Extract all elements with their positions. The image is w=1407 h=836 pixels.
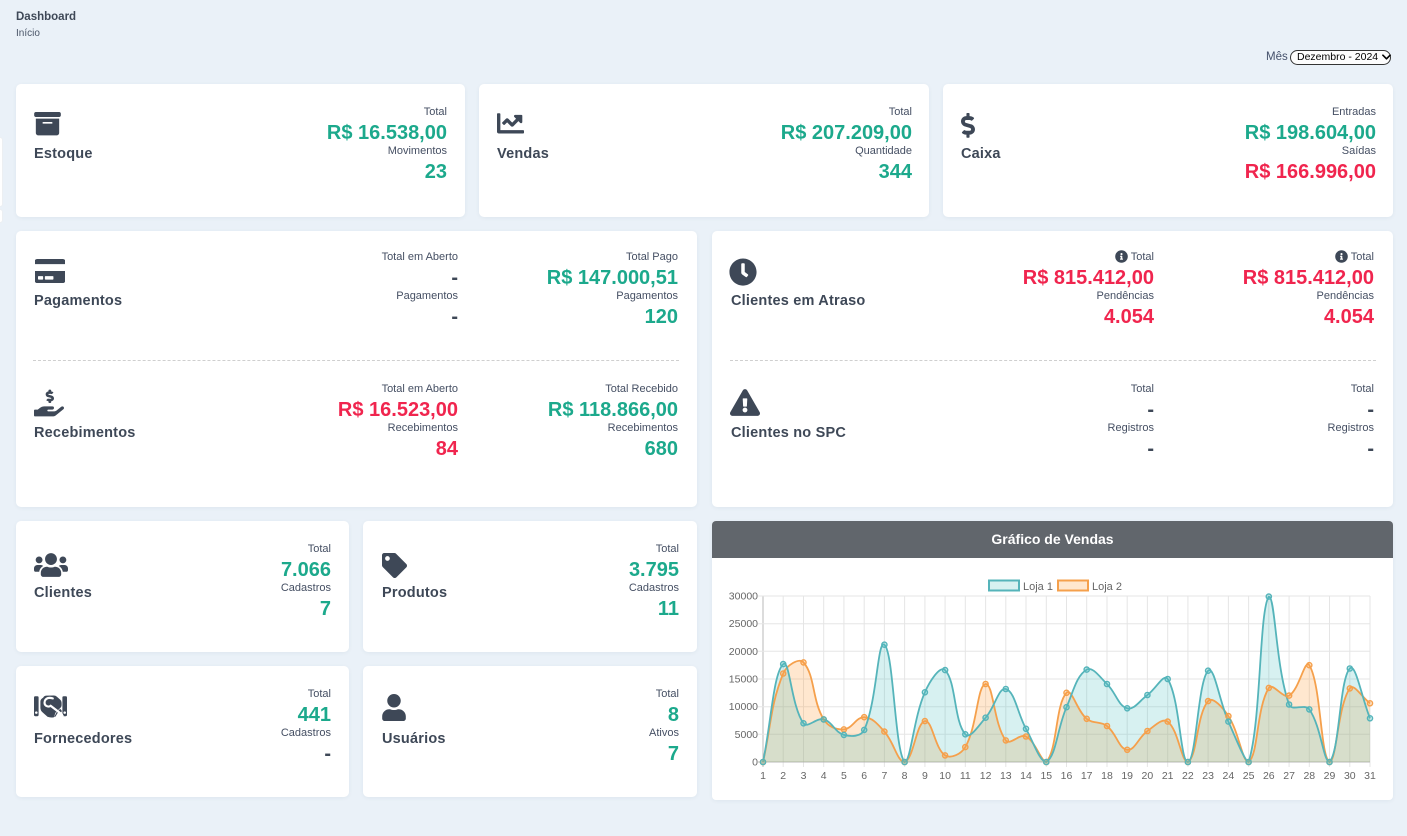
svg-text:2: 2 <box>780 770 786 782</box>
svg-text:Loja 1: Loja 1 <box>1023 581 1053 593</box>
svg-text:11: 11 <box>960 770 971 782</box>
svg-text:30: 30 <box>1344 770 1356 782</box>
svg-text:16: 16 <box>1061 770 1073 782</box>
svg-text:22: 22 <box>1182 770 1194 782</box>
svg-text:17: 17 <box>1081 770 1093 782</box>
svg-text:0: 0 <box>752 757 758 769</box>
svg-text:15: 15 <box>1040 770 1052 782</box>
svg-text:7: 7 <box>881 770 887 782</box>
svg-text:24: 24 <box>1223 770 1235 782</box>
svg-text:28: 28 <box>1303 770 1315 782</box>
svg-text:5000: 5000 <box>735 729 759 741</box>
svg-text:4: 4 <box>821 770 827 782</box>
svg-text:9: 9 <box>922 770 928 782</box>
svg-text:14: 14 <box>1020 770 1032 782</box>
svg-text:5: 5 <box>841 770 847 782</box>
svg-text:10: 10 <box>939 770 951 782</box>
svg-text:25: 25 <box>1243 770 1255 782</box>
svg-text:Loja 2: Loja 2 <box>1092 581 1122 593</box>
svg-text:27: 27 <box>1283 770 1295 782</box>
svg-text:30000: 30000 <box>729 591 758 603</box>
svg-text:21: 21 <box>1162 770 1174 782</box>
svg-text:29: 29 <box>1324 770 1336 782</box>
svg-text:23: 23 <box>1202 770 1214 782</box>
svg-text:8: 8 <box>902 770 908 782</box>
svg-text:12: 12 <box>980 770 992 782</box>
svg-text:31: 31 <box>1364 770 1376 782</box>
svg-text:13: 13 <box>1000 770 1012 782</box>
svg-text:20: 20 <box>1142 770 1154 782</box>
svg-text:25000: 25000 <box>729 618 758 630</box>
svg-text:15000: 15000 <box>729 674 758 686</box>
svg-text:6: 6 <box>861 770 867 782</box>
svg-text:10000: 10000 <box>729 701 758 713</box>
svg-text:19: 19 <box>1121 770 1133 782</box>
svg-text:18: 18 <box>1101 770 1113 782</box>
svg-text:20000: 20000 <box>729 646 758 658</box>
svg-text:3: 3 <box>801 770 807 782</box>
svg-text:26: 26 <box>1263 770 1275 782</box>
svg-text:1: 1 <box>760 770 766 782</box>
